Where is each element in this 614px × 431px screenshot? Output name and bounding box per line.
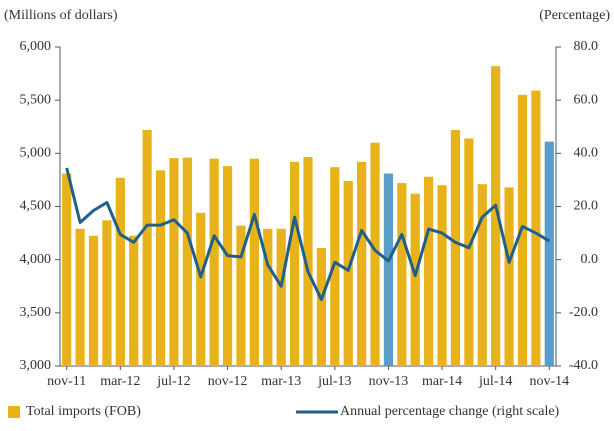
y2-axis-label: (Percentage) <box>539 8 610 23</box>
bar <box>196 212 206 366</box>
y2-tick-label: 40.0 <box>574 146 599 161</box>
bar <box>263 228 273 366</box>
bar <box>102 220 112 366</box>
bar <box>236 225 246 366</box>
legend-swatch <box>8 406 20 418</box>
bar <box>424 176 434 366</box>
y-tick-label: 3,000 <box>20 358 52 373</box>
bar <box>289 161 300 366</box>
bar <box>115 177 125 366</box>
y2-tick-label: 20.0 <box>574 199 599 214</box>
y2-tick-label: 80.0 <box>574 39 599 54</box>
legend-label: Total imports (FOB) <box>26 404 141 419</box>
bar <box>88 235 99 366</box>
bar <box>491 66 501 366</box>
bar <box>209 158 219 366</box>
y-tick-label: 6,000 <box>20 39 52 54</box>
bar <box>343 180 353 366</box>
y2-tick-label: -20.0 <box>569 305 598 320</box>
bar <box>504 187 514 366</box>
x-tick-label: nov-14 <box>529 374 569 389</box>
bar <box>75 228 85 366</box>
bar <box>222 166 233 366</box>
y-tick-label: 5,000 <box>20 146 52 161</box>
x-tick-label: nov-13 <box>369 374 409 389</box>
bar <box>397 183 407 366</box>
bar <box>544 141 554 366</box>
y-tick-label: 5,500 <box>20 92 52 107</box>
x-tick-label: mar-14 <box>422 374 462 389</box>
bar <box>276 228 286 366</box>
bar <box>450 129 461 366</box>
bar <box>410 193 420 366</box>
bar <box>370 142 380 366</box>
bar <box>477 184 487 366</box>
y-tick-label: 4,000 <box>20 252 52 267</box>
bar <box>464 138 474 366</box>
x-tick-label: mar-13 <box>261 374 301 389</box>
bar <box>142 129 152 366</box>
bar <box>155 170 166 366</box>
bar <box>169 158 179 366</box>
bar <box>357 161 367 366</box>
x-tick-label: nov-12 <box>208 374 248 389</box>
y2-tick-label: -40.0 <box>569 358 598 373</box>
bar <box>129 235 139 366</box>
bar <box>531 90 541 366</box>
y2-tick-label: 0.0 <box>581 252 599 267</box>
line <box>65 167 551 302</box>
x-tick-label: mar-12 <box>100 374 140 389</box>
x-tick-label: jul-13 <box>317 374 351 389</box>
bar <box>316 247 327 366</box>
bar <box>383 173 394 366</box>
y2-tick-label: 60.0 <box>574 92 599 107</box>
legend-label: Annual percentage change (right scale) <box>340 404 560 419</box>
y-tick-label: 3,500 <box>20 305 52 320</box>
x-tick-label: jul-14 <box>478 374 512 389</box>
bar <box>249 158 259 366</box>
x-tick-label: nov-11 <box>47 374 86 389</box>
y-tick-label: 4,500 <box>20 199 52 214</box>
x-tick-label: jul-12 <box>156 374 190 389</box>
bar <box>182 157 192 366</box>
bar <box>437 185 447 366</box>
y-axis-label: (Millions of dollars) <box>4 8 118 23</box>
bar <box>62 173 72 366</box>
bar <box>303 157 313 366</box>
